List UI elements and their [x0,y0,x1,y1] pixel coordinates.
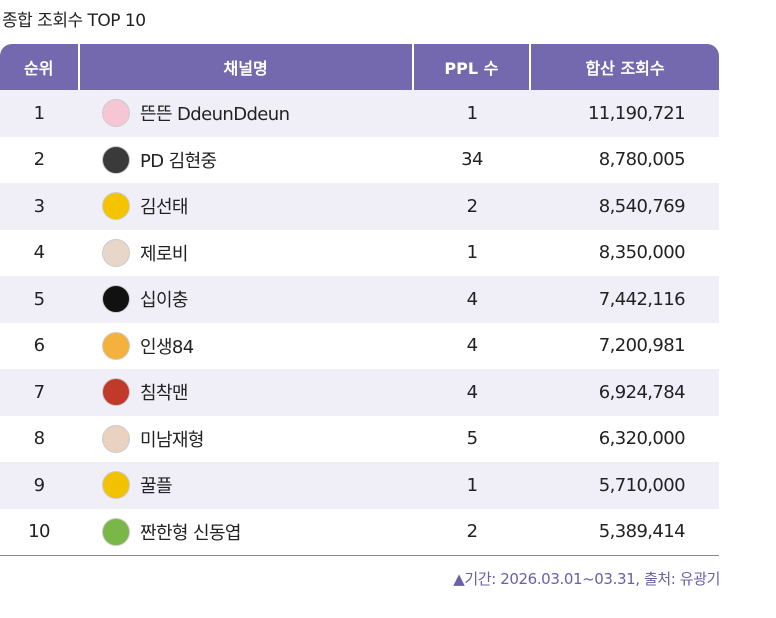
ppl-cell: 2 [466,195,478,217]
rank-cell: 3 [33,195,45,217]
channel-cell: 꿀플 [78,462,414,509]
table-row: 2 PD 김현중 34 8,780,005 [0,137,719,184]
ppl-cell: 4 [466,335,478,357]
channel-avatar [102,145,130,174]
views-cell: 11,190,721 [587,102,686,124]
views-cell: 7,442,116 [598,288,686,310]
column-header: 채널명 [80,44,414,90]
channel-avatar [102,331,130,360]
channel-avatar [102,424,130,453]
channel-name: 뜬뜬 DdeunDdeun [140,104,290,126]
table-row: 6 인생84 4 7,200,981 [0,323,719,370]
views-cell: 8,350,000 [598,242,686,264]
footnote: ▲기간: 2026.03.01~03.31, 출처: 유광기 [453,570,720,588]
views-cell: 5,389,414 [598,521,686,543]
table-header: 순위 채널명 PPL 수 합산 조회수 [0,44,719,90]
channel-cell: 김선태 [78,183,414,230]
rank-cell: 2 [33,149,45,171]
table-row: 9 꿀플 1 5,710,000 [0,462,719,509]
channel-avatar [102,99,130,128]
channel-cell: 짠한형 신동엽 [78,509,414,556]
channel-name: 꿀플 [140,476,173,498]
table-row: 10 짠한형 신동엽 2 5,389,414 [0,509,719,556]
ppl-cell: 2 [466,521,478,543]
views-cell: 6,924,784 [598,381,686,403]
channel-avatar [102,238,130,267]
channel-name: PD 김현중 [140,150,217,172]
rank-cell: 9 [33,474,45,496]
ppl-cell: 1 [466,474,478,496]
channel-name: 침착맨 [140,383,188,405]
ranking-table: 순위 채널명 PPL 수 합산 조회수 1 뜬뜬 DdeunDdeun 1 11,19… [0,44,719,555]
rank-cell: 7 [33,381,45,403]
table-row: 3 김선태 2 8,540,769 [0,183,719,230]
ppl-cell: 1 [466,242,478,264]
column-header: PPL 수 [414,44,532,90]
page-title: 종합 조회수 TOP 10 [2,11,146,31]
column-header: 합산 조회수 [585,59,665,78]
channel-name: 인생84 [140,336,194,358]
channel-cell: 제로비 [78,230,414,277]
channel-name: 미남재형 [140,429,204,451]
channel-cell: 십이충 [78,276,414,323]
ppl-cell: 4 [466,288,478,310]
ppl-cell: 34 [461,149,483,171]
channel-cell: 미남재형 [78,416,414,463]
table-row: 7 침착맨 4 6,924,784 [0,369,719,416]
channel-name: 십이충 [140,290,188,312]
column-header: 순위 [0,44,80,90]
table-row: 4 제로비 1 8,350,000 [0,230,719,277]
channel-avatar [102,378,130,407]
views-cell: 6,320,000 [598,428,686,450]
rank-cell: 1 [33,102,45,124]
channel-avatar [102,192,130,221]
table-row: 8 미남재형 5 6,320,000 [0,416,719,463]
rank-cell: 5 [33,288,45,310]
channel-name: 짠한형 신동엽 [140,522,241,544]
rank-cell: 10 [28,521,50,543]
views-cell: 8,780,005 [598,149,686,171]
table-row: 5 십이충 4 7,442,116 [0,276,719,323]
ppl-cell: 4 [466,381,478,403]
channel-cell: 인생84 [78,323,414,370]
table-row: 1 뜬뜬 DdeunDdeun 1 11,190,721 [0,90,719,137]
table-body: 1 뜬뜬 DdeunDdeun 1 11,190,721 2 PD 김현중 34 8,780,… [0,90,719,555]
channel-name: 제로비 [140,243,188,265]
channel-cell: PD 김현중 [78,137,414,184]
views-cell: 7,200,981 [598,335,686,357]
rank-cell: 4 [33,242,45,264]
channel-avatar [102,517,130,546]
channel-cell: 침착맨 [78,369,414,416]
views-cell: 8,540,769 [598,195,686,217]
channel-avatar [102,285,130,314]
ppl-cell: 5 [466,428,478,450]
channel-cell: 뜬뜬 DdeunDdeun [78,90,414,137]
channel-name: 김선태 [140,197,188,219]
rank-cell: 8 [33,428,45,450]
bottom-rule [0,555,719,556]
channel-avatar [102,471,130,500]
rank-cell: 6 [33,335,45,357]
ppl-cell: 1 [466,102,478,124]
views-cell: 5,710,000 [598,474,686,496]
